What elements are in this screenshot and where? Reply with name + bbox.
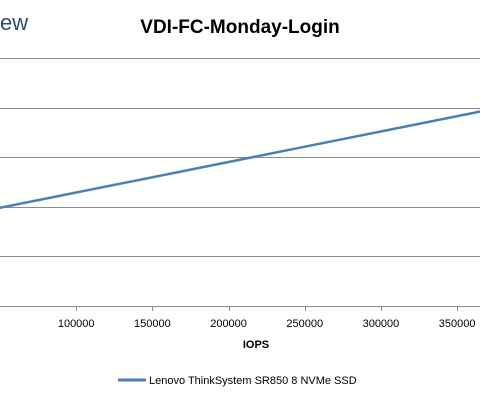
legend-label-series-1: Lenovo ThinkSystem SR850 8 NVMe SSD [149, 375, 357, 387]
brand-logo-text: ew [0, 10, 28, 35]
x-tick-label-3: 250000 [286, 318, 323, 330]
x-tick-label-1: 150000 [134, 318, 171, 330]
x-tick-label-0: 100000 [58, 318, 95, 330]
x-axis-ticks: 100000 150000 200000 250000 300000 350000 [58, 306, 476, 330]
chart-title: VDI-FC-Monday-Login [140, 17, 339, 38]
x-tick-label-2: 200000 [210, 318, 247, 330]
x-tick-label-4: 300000 [363, 318, 400, 330]
series-line-1 [0, 110, 480, 210]
x-tick-label-5: 350000 [439, 318, 476, 330]
x-axis-title: IOPS [243, 339, 269, 351]
series-group [0, 110, 480, 210]
gridlines [0, 58, 480, 257]
legend: Lenovo ThinkSystem SR850 8 NVMe SSD [118, 375, 357, 387]
